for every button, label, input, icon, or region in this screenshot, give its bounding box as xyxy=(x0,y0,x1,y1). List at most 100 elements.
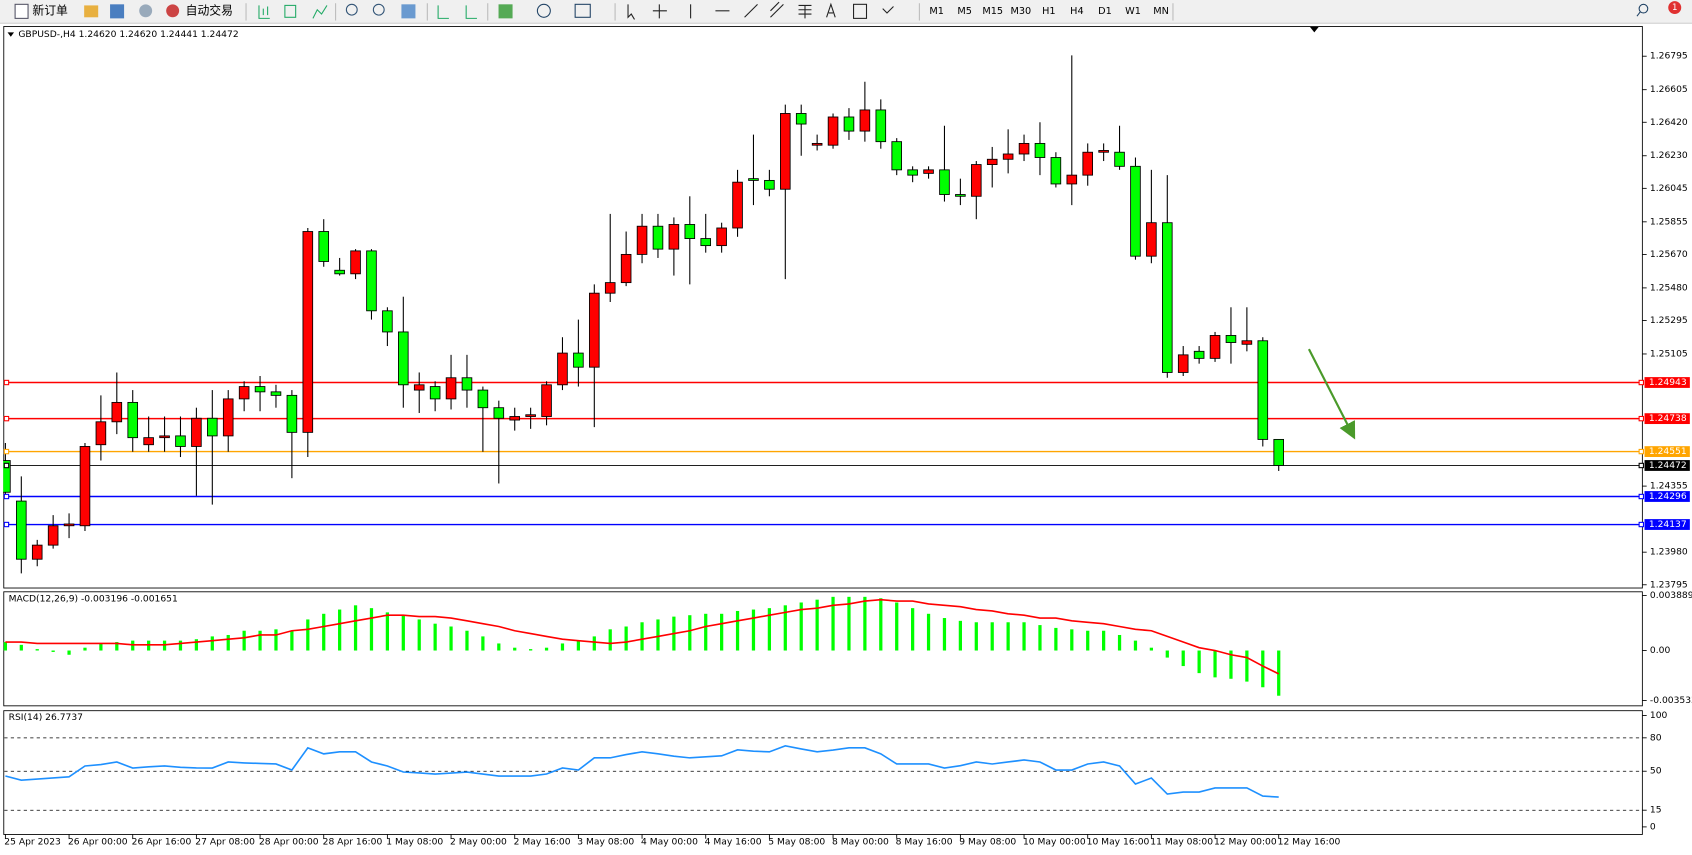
level-handle xyxy=(3,521,10,528)
y-tick-label: 15 xyxy=(1650,805,1662,816)
bar-chart-icon[interactable] xyxy=(258,5,270,19)
fibo-icon[interactable] xyxy=(798,4,812,19)
macd-bar xyxy=(640,622,644,651)
main-panel xyxy=(3,26,1643,589)
level-handle xyxy=(1638,415,1644,422)
y-tick-label: 1.24355 xyxy=(1650,481,1688,492)
trendline-icon[interactable] xyxy=(744,3,758,18)
timeframe-button[interactable]: M5 xyxy=(957,6,972,17)
toolbar-icon[interactable] xyxy=(110,4,125,19)
macd-bar xyxy=(1086,630,1090,651)
cursor-icon[interactable] xyxy=(627,4,635,20)
macd-bar xyxy=(911,608,915,651)
shift-icon[interactable] xyxy=(465,5,477,19)
candle-body xyxy=(398,331,409,386)
candle-body xyxy=(1162,222,1173,373)
timeframe-button[interactable]: M30 xyxy=(1010,6,1031,17)
macd-bar xyxy=(656,619,660,651)
x-tick-label: 26 Apr 00:00 xyxy=(68,837,128,848)
timeframe-button[interactable]: MN xyxy=(1153,6,1169,17)
macd-bar xyxy=(385,612,390,651)
candle-body xyxy=(1002,153,1014,160)
macd-bar xyxy=(1102,630,1106,651)
channel-icon[interactable] xyxy=(770,1,784,18)
timeframe-button[interactable]: M15 xyxy=(982,6,1003,17)
y-tick-label: 1.25295 xyxy=(1650,315,1688,326)
zoom-in-icon[interactable] xyxy=(345,3,358,16)
y-tick-label: 1.26420 xyxy=(1650,117,1688,128)
candle-chart-icon[interactable] xyxy=(284,4,297,18)
line-chart-icon[interactable] xyxy=(312,5,328,19)
y-tick-label: 1.25480 xyxy=(1650,282,1688,293)
autoscroll-icon[interactable] xyxy=(437,5,449,19)
candle-body xyxy=(620,253,632,284)
macd-bar xyxy=(704,613,708,651)
macd-bar xyxy=(592,636,596,651)
timeframe-button[interactable]: H1 xyxy=(1042,6,1055,17)
macd-bar xyxy=(544,647,549,651)
label-icon[interactable] xyxy=(853,3,868,19)
level-label: 1.24472 xyxy=(1649,460,1687,471)
new-order-button[interactable]: 新订单 xyxy=(32,3,68,17)
x-tick-label: 2 May 16:00 xyxy=(514,837,571,848)
macd-bar xyxy=(353,605,358,651)
candle-body xyxy=(477,389,489,409)
text-icon[interactable] xyxy=(826,2,836,18)
macd-bar xyxy=(115,642,119,651)
macd-bar xyxy=(1165,650,1169,658)
candle-body xyxy=(350,250,361,275)
x-tick-label: 11 May 08:00 xyxy=(1150,837,1213,848)
toolbar-icon[interactable] xyxy=(84,5,99,18)
y-tick-label: 1.26045 xyxy=(1650,183,1688,194)
periods-icon[interactable] xyxy=(536,3,551,18)
x-tick-label: 12 May 16:00 xyxy=(1278,837,1341,848)
level-label: 1.24137 xyxy=(1649,519,1687,530)
candle-body xyxy=(238,386,250,400)
annotation-arrow xyxy=(1307,348,1356,440)
timeframe-button[interactable]: M1 xyxy=(929,6,944,17)
search-icon[interactable] xyxy=(1638,3,1649,14)
symbol-dropdown[interactable] xyxy=(7,32,15,37)
timeframe-button[interactable]: D1 xyxy=(1098,6,1112,17)
candle-body xyxy=(47,525,59,546)
macd-bar xyxy=(1006,622,1010,651)
candle-body xyxy=(175,435,186,447)
level-tag xyxy=(1644,491,1690,502)
macd-bar xyxy=(1070,629,1074,651)
candle-body xyxy=(79,446,91,527)
candle-body xyxy=(286,394,298,433)
timeframe-button[interactable]: W1 xyxy=(1125,6,1141,17)
x-tick-label: 28 Apr 00:00 xyxy=(259,837,319,848)
candle-body xyxy=(636,225,648,255)
auto-trade-button[interactable]: 自动交易 xyxy=(186,3,233,17)
crosshair-icon[interactable] xyxy=(652,4,667,19)
candle-body xyxy=(95,421,107,446)
candle-body xyxy=(143,437,154,446)
macd-header: MACD(12,26,9) -0.003196 -0.001651 xyxy=(9,593,178,604)
templates-icon[interactable] xyxy=(574,3,591,18)
rsi-panel xyxy=(3,710,1643,835)
tile-icon[interactable] xyxy=(401,4,416,19)
x-tick-label: 1 May 08:00 xyxy=(386,837,443,848)
candle-body xyxy=(1225,335,1237,343)
candle-body xyxy=(1241,340,1253,345)
candle-body xyxy=(1098,150,1109,153)
timeframe-button[interactable]: H4 xyxy=(1070,6,1083,17)
toolbar-bg xyxy=(0,0,1692,24)
shapes-icon[interactable] xyxy=(882,6,894,14)
toolbar-icon[interactable] xyxy=(139,4,153,18)
macd-bar xyxy=(401,615,405,651)
candle-body xyxy=(541,384,552,417)
candle-body xyxy=(1066,174,1078,185)
new-order-icon[interactable] xyxy=(14,3,29,19)
auto-trade-icon[interactable] xyxy=(166,4,180,18)
candle-body xyxy=(1050,157,1062,185)
indicators-icon[interactable] xyxy=(498,4,513,19)
level-label: 1.24296 xyxy=(1649,491,1687,502)
x-tick-label: 4 May 00:00 xyxy=(641,837,698,848)
x-tick-label: 12 May 00:00 xyxy=(1214,837,1277,848)
level-handle xyxy=(1638,379,1644,386)
macd-bar xyxy=(529,649,533,651)
zoom-out-icon[interactable] xyxy=(372,3,385,16)
notification-badge[interactable] xyxy=(1668,1,1682,15)
